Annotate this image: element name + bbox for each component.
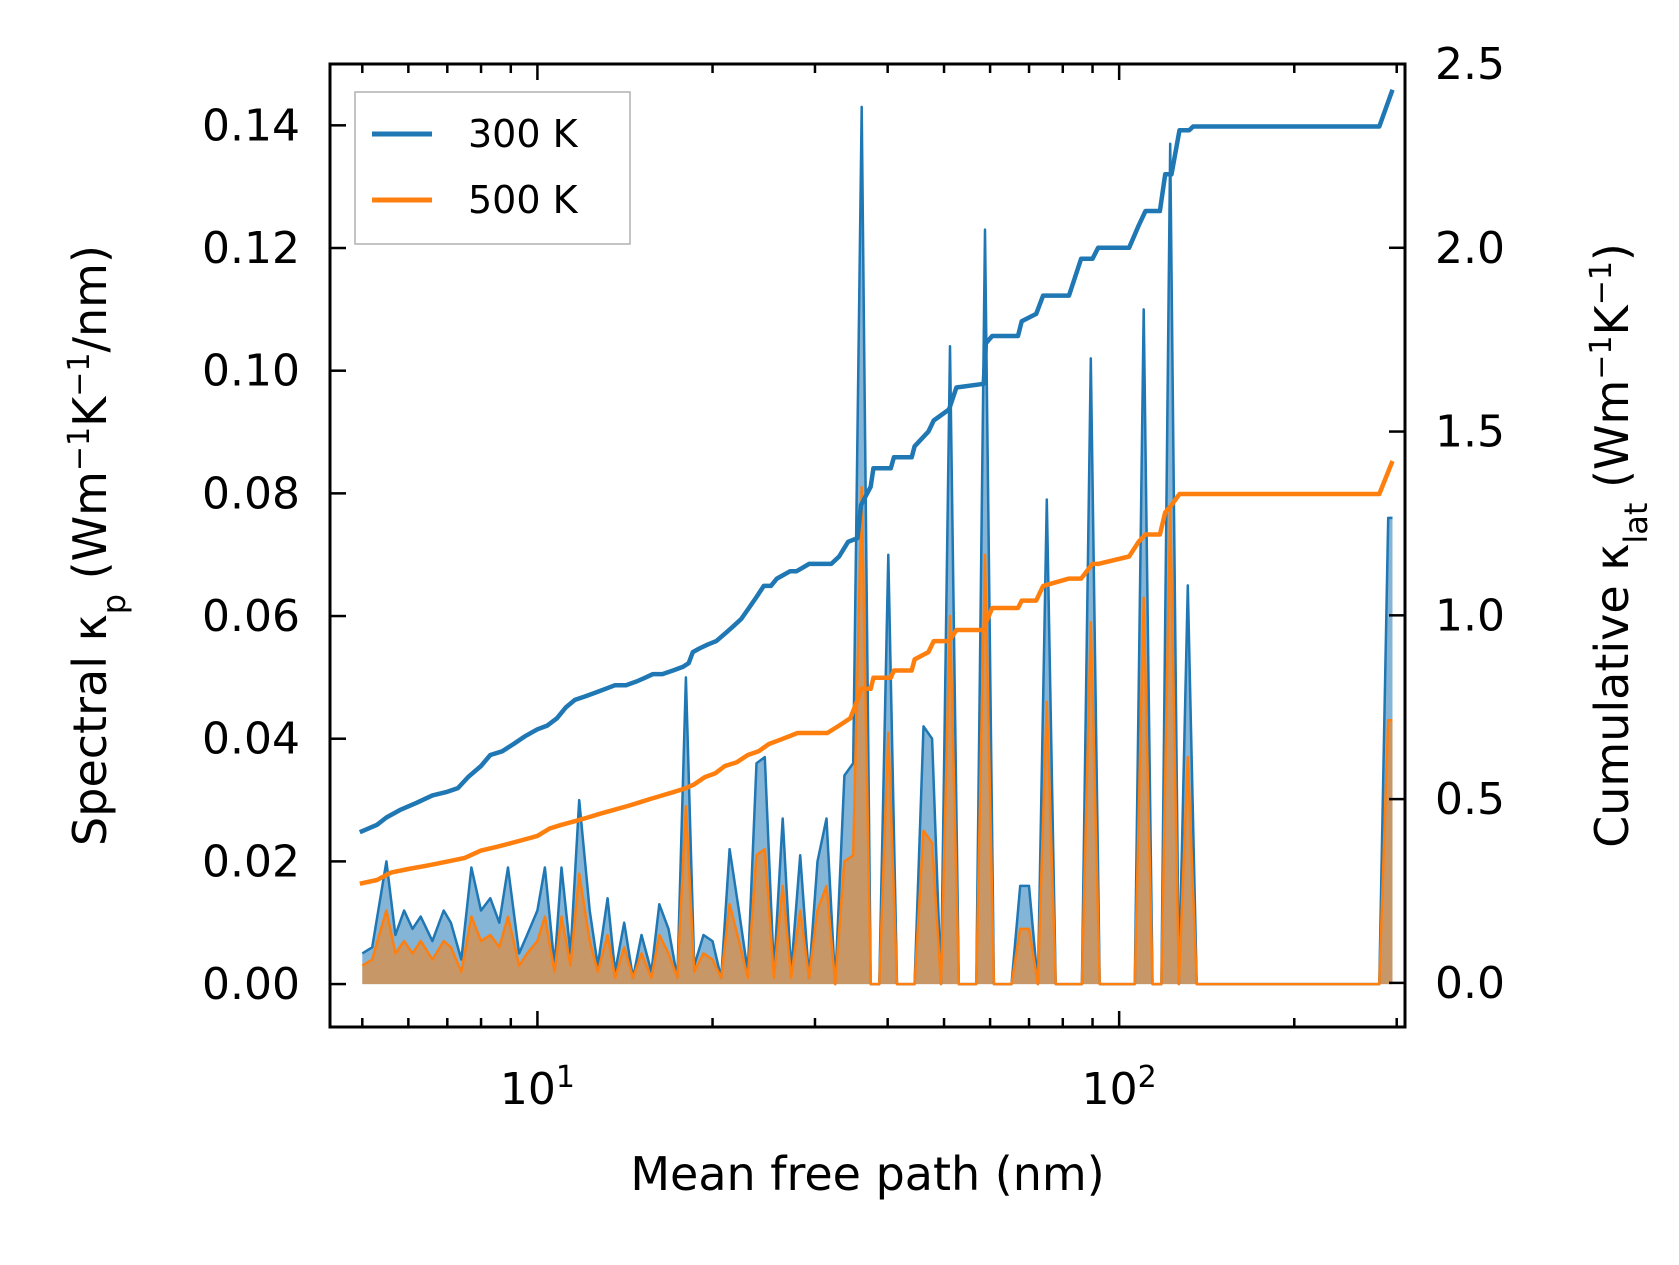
y-left-tick-label: 0.12 [202, 223, 300, 274]
legend-label-500k: 500 K [468, 178, 579, 222]
legend-box [354, 91, 631, 245]
plot-frame [328, 62, 1407, 1029]
y-left-label-unit-exp1: −1 [62, 427, 97, 471]
y-right-tick-label: 1.5 [1435, 407, 1505, 458]
y-right-label-main: Cumulative κ [1585, 544, 1639, 848]
x-tick-label: 101 [500, 1060, 575, 1116]
legend-label-300k: 300 K [468, 112, 579, 156]
y-right-label-sub: lat [1617, 503, 1655, 544]
y-right-label-unit-b: K [1585, 303, 1639, 335]
x-tick-label-base: 10 [1082, 1064, 1138, 1115]
y-left-label-unit-b: K [63, 395, 117, 427]
y-left-tick-label: 0.04 [202, 714, 300, 765]
axis-ticks [330, 62, 1405, 1027]
spectral-line-1 [361, 485, 1393, 986]
y-left-tick-label: 0.02 [202, 836, 300, 887]
y-right-tick-label: 0.0 [1435, 958, 1505, 1009]
y-left-tick-label: 0.06 [202, 591, 300, 642]
y-axis-left-label: Spectral κp (Wm−1K−1/nm) [62, 245, 134, 846]
y-axis-right-label: Cumulative κlat (Wm−1K−1) [1584, 243, 1656, 848]
y-right-label-unit-a: (Wm [1585, 380, 1639, 503]
cumulative-line-0 [358, 88, 1395, 835]
y-right-tick-label: 2.0 [1435, 223, 1505, 274]
x-tick-label: 102 [1082, 1060, 1157, 1116]
y-right-label-unit-exp1: −1 [1584, 335, 1619, 379]
y-left-label-unit-a: (Wm [63, 471, 117, 594]
y-left-tick-label: 0.00 [202, 959, 300, 1010]
y-right-tick-label: 1.0 [1435, 590, 1505, 641]
x-axis-label: Mean free path (nm) [630, 1147, 1104, 1201]
y-left-label-unit-c: /nm) [63, 245, 117, 352]
tick-labels: 101 1020.000.020.040.060.080.100.120.140.… [202, 39, 1505, 1115]
x-tick-label-base: 10 [500, 1064, 556, 1115]
spectral-outlines [361, 105, 1393, 986]
legend: 300 K 500 K [354, 91, 631, 245]
y-right-label-unit-c: ) [1585, 243, 1639, 261]
x-tick-label-exp: 1 [556, 1060, 575, 1095]
y-right-tick-label: 2.5 [1435, 39, 1505, 90]
y-left-label-unit-exp2: −1 [62, 352, 97, 396]
y-left-tick-label: 0.08 [202, 468, 300, 519]
y-left-label-main: Spectral κ [63, 614, 117, 846]
x-tick-label-exp: 2 [1138, 1060, 1157, 1095]
y-left-label-sub: p [95, 594, 133, 614]
y-left-tick-label: 0.10 [202, 346, 300, 397]
cumulative-line-1 [359, 460, 1395, 886]
y-left-tick-label: 0.14 [202, 100, 300, 151]
y-right-label-unit-exp2: −1 [1584, 261, 1619, 305]
y-right-tick-label: 0.5 [1435, 774, 1505, 825]
cumulative-lines [358, 88, 1395, 886]
